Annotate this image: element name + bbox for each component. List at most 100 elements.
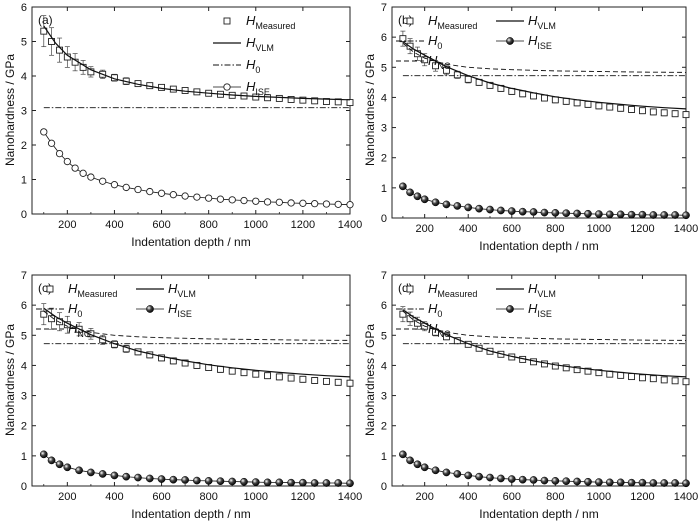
data-point (497, 474, 505, 483)
y-axis-label: Nanohardness / GPa (3, 54, 17, 166)
data-point (562, 477, 571, 486)
data-point (627, 210, 636, 219)
y-tick-label: 5 (381, 62, 387, 74)
data-point (682, 211, 690, 220)
data-point (649, 211, 658, 219)
data-point (263, 198, 272, 206)
y-tick-label: 3 (381, 123, 387, 135)
data-point (334, 479, 343, 487)
data-point (40, 310, 48, 318)
data-point (671, 479, 679, 487)
data-point (671, 110, 679, 118)
y-tick-label: 5 (21, 330, 27, 342)
series-h-ise (399, 182, 690, 220)
data-point (584, 477, 592, 486)
data-point (406, 188, 414, 197)
legend: HMeasured HVLM H0 HISE (213, 13, 295, 97)
legend-label: H0 (428, 301, 442, 319)
y-tick-label: 5 (21, 37, 27, 49)
legend-label: HVLM (168, 281, 196, 299)
legend-marker (406, 17, 414, 25)
legend-label: HVLM (246, 35, 274, 53)
data-point (413, 460, 422, 469)
data-point (551, 209, 560, 217)
data-point (432, 62, 440, 70)
data-point (562, 364, 570, 372)
data-point (98, 470, 107, 478)
data-point (540, 476, 549, 485)
x-tick-label: 200 (58, 219, 76, 231)
data-point (507, 475, 516, 483)
data-point (158, 354, 166, 362)
data-point (399, 450, 407, 459)
data-point (134, 185, 142, 194)
y-tick-label: 4 (381, 92, 387, 104)
data-point (616, 210, 625, 219)
data-point (453, 470, 462, 478)
series-line (43, 25, 351, 101)
series-h-vlm (402, 41, 687, 110)
y-tick-label: 6 (381, 32, 387, 44)
data-point (421, 56, 429, 64)
legend-label: HNG (68, 321, 91, 339)
data-point (595, 369, 603, 377)
data-point (287, 374, 295, 382)
y-tick-label: 3 (381, 391, 387, 403)
data-point (240, 369, 248, 377)
data-point (464, 203, 473, 212)
data-point (442, 200, 451, 209)
data-point (346, 201, 354, 209)
data-point (216, 477, 225, 486)
data-point (228, 477, 237, 486)
data-point (87, 68, 95, 76)
x-tick-label: 800 (546, 491, 564, 503)
data-point (240, 477, 248, 486)
data-point (628, 106, 636, 113)
data-point (193, 476, 201, 485)
series-h-ise (399, 450, 690, 488)
data-point (399, 182, 407, 191)
x-tick-label: 1200 (630, 223, 654, 235)
data-point (169, 357, 177, 365)
series-h-measured (399, 30, 690, 119)
data-point (322, 479, 331, 487)
data-point (442, 333, 450, 341)
x-tick-label: 400 (105, 491, 123, 503)
y-tick-label: 4 (381, 360, 387, 372)
data-point (87, 173, 95, 181)
data-point (55, 460, 64, 469)
y-axis-label: Nanohardness / GPa (363, 54, 377, 166)
x-tick-label: 1200 (630, 491, 654, 503)
legend-marker (506, 305, 514, 313)
series-line (43, 310, 351, 341)
chart-panel-b: 200 400 600 800 1000 1200 1400 0 1 2 3 4 5 6 7 Indentat… (381, 2, 698, 253)
y-tick-label: 0 (21, 481, 27, 493)
x-tick-label: 200 (415, 491, 433, 503)
data-point (287, 478, 295, 487)
legend-marker (406, 285, 414, 293)
legend-label: HVLM (528, 13, 556, 31)
y-tick-label: 2 (21, 421, 27, 433)
data-point (605, 478, 614, 487)
data-point (507, 207, 516, 215)
data-point (420, 195, 429, 204)
y-tick-label: 1 (21, 451, 27, 463)
x-tick-label: 1000 (244, 491, 268, 503)
legend-label: H0 (246, 57, 260, 75)
data-point (649, 108, 657, 116)
data-point (540, 94, 548, 102)
series-line (402, 42, 687, 73)
data-point (275, 94, 283, 102)
data-point (638, 210, 647, 219)
data-point (99, 177, 107, 185)
data-point (311, 199, 319, 208)
y-tick-label: 7 (381, 270, 387, 282)
data-point (595, 210, 603, 218)
data-point (228, 196, 236, 204)
data-point (122, 472, 131, 481)
data-point (518, 475, 527, 484)
data-point (584, 100, 592, 108)
data-point (638, 374, 646, 382)
data-point (638, 107, 646, 115)
series-h-vlm (43, 307, 351, 378)
